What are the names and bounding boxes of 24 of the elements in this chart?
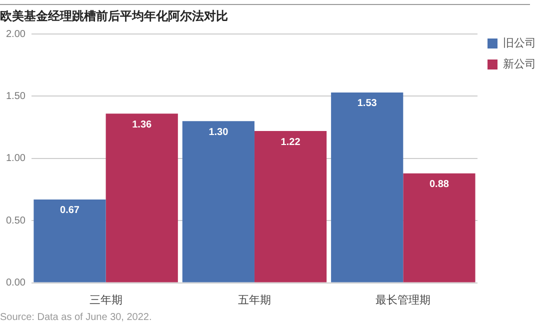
y-tick-label: 1.50	[6, 90, 26, 102]
x-tick-label: 最长管理期	[376, 293, 431, 306]
data-label: 1.30	[208, 126, 229, 138]
bar	[331, 92, 404, 282]
bar	[254, 131, 327, 282]
legend-label: 新公司	[503, 58, 536, 71]
chart-title: 欧美基金经理跳槽前后平均年化阿尔法对比	[0, 4, 530, 25]
data-label: 1.22	[280, 136, 301, 148]
bar	[182, 121, 254, 282]
y-tick-label: 1.00	[6, 153, 26, 164]
source-note: Source: Data as of June 30, 2022.	[0, 312, 152, 323]
legend-label: 旧公司	[503, 36, 536, 50]
y-tick-label: 0.00	[6, 278, 26, 289]
data-label: 1.53	[357, 98, 378, 110]
y-tick-label: 0.50	[6, 215, 26, 226]
x-tick-label: 三年期	[89, 294, 122, 306]
bar	[403, 173, 476, 282]
x-tick-label: 五年期	[238, 294, 271, 306]
data-label: 1.36	[132, 119, 152, 130]
bar	[106, 114, 178, 282]
data-label: 0.67	[60, 205, 80, 216]
y-tick-label: 2.00	[6, 28, 26, 40]
bar	[34, 199, 106, 282]
data-label: 0.88	[429, 179, 450, 190]
